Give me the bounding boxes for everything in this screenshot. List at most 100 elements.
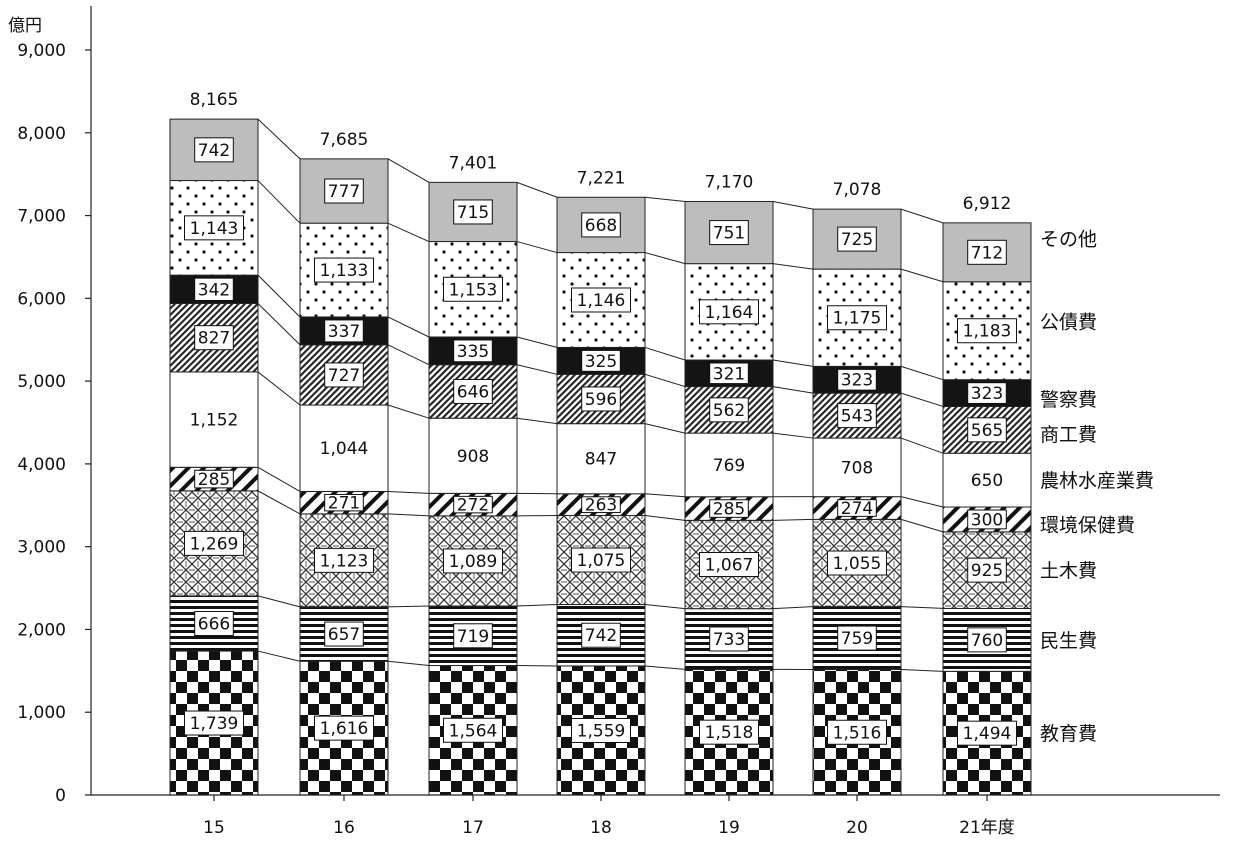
connector-line xyxy=(644,604,686,610)
legend-label: 警察費 xyxy=(1040,389,1097,411)
connector-line xyxy=(516,364,558,375)
total-value-label: 7,401 xyxy=(449,153,498,173)
segment-label-box xyxy=(837,368,877,391)
segment-value-label: 337 xyxy=(328,322,360,342)
legend-label: 商工費 xyxy=(1040,424,1097,446)
connector-line xyxy=(900,669,944,672)
y-tick-label: 9,000 xyxy=(17,41,66,61)
segment-value-label: 1,183 xyxy=(963,322,1012,342)
segment-label-box xyxy=(967,627,1007,653)
segment-value-label: 285 xyxy=(198,470,230,490)
legend-label: 民生費 xyxy=(1040,630,1097,652)
y-tick-label: 8,000 xyxy=(17,124,66,144)
segment-value-label: 777 xyxy=(328,182,360,202)
segment-label-box xyxy=(699,719,759,745)
segment-value-label: 1,494 xyxy=(963,724,1012,744)
segment-value-label: 712 xyxy=(971,243,1003,263)
segment-label-box xyxy=(194,277,234,301)
segment-value-label: 1,044 xyxy=(320,439,369,459)
connector-line xyxy=(900,268,944,283)
connector-line xyxy=(644,252,686,265)
segment-label-box xyxy=(571,287,631,313)
bar-segment-15-4 xyxy=(169,371,259,468)
segment-label-box xyxy=(571,547,631,573)
connector-line xyxy=(772,263,814,270)
y-tick-label: 5,000 xyxy=(17,372,66,392)
connector-line xyxy=(644,515,686,521)
segment-value-label: 1,616 xyxy=(320,719,369,739)
segment-value-label: 908 xyxy=(457,447,489,467)
segment-label-box xyxy=(827,719,887,745)
legend-label: 公債費 xyxy=(1040,312,1097,334)
segment-value-label: 668 xyxy=(585,216,617,236)
segment-value-label: 321 xyxy=(713,364,745,384)
segment-value-label: 285 xyxy=(713,500,745,520)
segment-labels: 1,739 666 1,269 285 1,152 827 342 1,143 742 1,616… xyxy=(184,137,1017,746)
y-axis: 0 1,000 2,000 3,000 4,000 5,000 6,000 7,000 8,00… xyxy=(8,6,92,806)
x-tick-label: 19 xyxy=(718,818,740,838)
connector-line xyxy=(900,496,944,508)
total-value-label: 7,685 xyxy=(320,130,369,150)
segment-value-label: 1,164 xyxy=(705,303,754,323)
segment-label-box xyxy=(837,226,877,252)
total-value-label: 7,170 xyxy=(705,172,754,192)
connector-line xyxy=(257,303,301,346)
x-tick-label: 21年度 xyxy=(959,818,1015,838)
y-unit-label: 億円 xyxy=(8,16,42,36)
segment-value-label: 1,067 xyxy=(705,556,754,576)
y-tick-label: 7,000 xyxy=(17,207,66,227)
segment-value-label: 1,075 xyxy=(577,551,626,571)
connector-line xyxy=(516,336,558,348)
segment-value-label: 272 xyxy=(457,496,489,516)
segment-label-box xyxy=(967,382,1007,404)
legend-label: 教育費 xyxy=(1040,723,1097,745)
segment-label-box xyxy=(709,499,749,518)
segment-label-box xyxy=(314,257,374,283)
segment-label-box xyxy=(709,626,749,652)
segment-label-box xyxy=(699,552,759,578)
segment-label-box xyxy=(453,199,493,225)
bar-segment-20-1 xyxy=(812,606,902,671)
segment-value-label: 1,739 xyxy=(190,714,239,734)
segment-label-box xyxy=(194,137,234,163)
segment-label-box xyxy=(957,720,1017,746)
x-tick-label: 20 xyxy=(846,818,868,838)
segment-value-label: 1,089 xyxy=(449,552,498,572)
segment-label-box xyxy=(184,710,244,736)
segment-value-label: 1,518 xyxy=(705,723,754,743)
connector-line xyxy=(900,437,944,454)
connector-line xyxy=(387,660,430,667)
connector-line xyxy=(387,158,430,183)
segment-value-label: 342 xyxy=(198,280,230,300)
segment-label-box xyxy=(324,362,364,388)
segment-value-label: 300 xyxy=(971,510,1003,530)
segment-label-box xyxy=(837,625,877,651)
segment-value-label: 733 xyxy=(713,630,745,650)
segment-value-label: 759 xyxy=(841,629,873,649)
connector-line xyxy=(644,373,686,388)
connector-line xyxy=(644,346,686,361)
x-tick-labels: 15 16 17 18 19 20 21年度 xyxy=(203,795,1015,838)
bar-segment-16-4 xyxy=(299,404,389,492)
connector-lines xyxy=(257,118,944,672)
segment-value-label: 323 xyxy=(841,371,873,391)
segment-label-box xyxy=(314,715,374,741)
y-tick-labels: 0 1,000 2,000 3,000 4,000 5,000 6,000 7,000 8,00… xyxy=(17,41,91,806)
segment-label-box xyxy=(324,178,364,204)
bar-segment-17-1 xyxy=(428,605,518,667)
total-value-label: 7,078 xyxy=(833,180,882,200)
segment-label-box xyxy=(453,339,493,363)
connector-line xyxy=(772,518,814,521)
segment-label-box xyxy=(581,212,621,238)
connector-line xyxy=(772,606,814,610)
x-tick-label: 16 xyxy=(333,818,355,838)
connector-line xyxy=(516,417,558,425)
x-tick-label: 18 xyxy=(590,818,612,838)
total-value-label: 7,221 xyxy=(577,168,626,188)
segment-value-label: 725 xyxy=(841,230,873,250)
segment-label-box xyxy=(709,397,749,423)
segment-value-label: 263 xyxy=(585,496,617,516)
segment-label-box xyxy=(194,325,234,351)
connector-line xyxy=(257,274,301,318)
